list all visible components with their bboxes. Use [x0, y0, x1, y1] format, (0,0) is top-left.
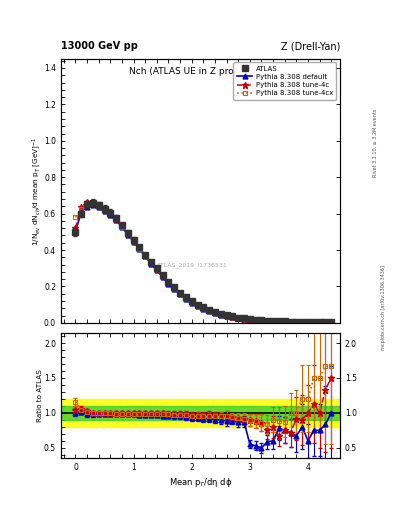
Text: mcplots.cern.ch [arXiv:1306.3436]: mcplots.cern.ch [arXiv:1306.3436] [381, 265, 386, 350]
Text: ATLAS_2019_I1736531: ATLAS_2019_I1736531 [157, 262, 228, 268]
Text: Nch (ATLAS UE in Z production): Nch (ATLAS UE in Z production) [129, 67, 272, 76]
Y-axis label: 1/N$_{ev}$ dN$_{ch}$/d mean p$_{T}$ [GeV]$^{-1}$: 1/N$_{ev}$ dN$_{ch}$/d mean p$_{T}$ [GeV… [30, 136, 42, 246]
Legend: ATLAS, Pythia 8.308 default, Pythia 8.308 tune-4c, Pythia 8.308 tune-4cx: ATLAS, Pythia 8.308 default, Pythia 8.30… [233, 62, 336, 99]
Text: Z (Drell-Yan): Z (Drell-Yan) [281, 41, 340, 51]
Text: 13000 GeV pp: 13000 GeV pp [61, 41, 138, 51]
Text: Rivet 3.1.10, ≥ 3.2M events: Rivet 3.1.10, ≥ 3.2M events [373, 109, 378, 178]
X-axis label: Mean p$_{T}$/dη dϕ: Mean p$_{T}$/dη dϕ [169, 476, 232, 489]
Y-axis label: Ratio to ATLAS: Ratio to ATLAS [37, 369, 42, 422]
